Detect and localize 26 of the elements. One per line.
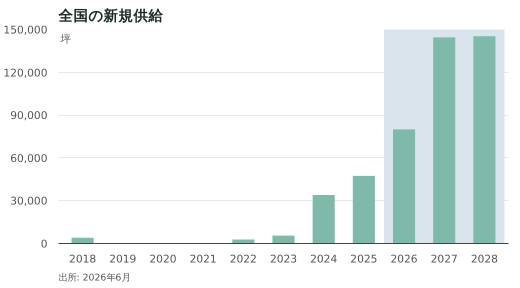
x-tick-label: 2019 bbox=[109, 252, 137, 266]
x-tick-label: 2023 bbox=[270, 252, 298, 266]
bar bbox=[392, 129, 416, 244]
chart-title: 全国の新規供給 bbox=[58, 6, 164, 24]
y-tick-label: 30,000 bbox=[10, 194, 48, 208]
y-axis-title: 坪 bbox=[60, 32, 72, 46]
x-tick-label: 2026 bbox=[390, 252, 418, 266]
bar bbox=[352, 176, 375, 244]
x-tick-label: 2024 bbox=[310, 252, 338, 266]
y-tick-label: 150,000 bbox=[3, 24, 48, 36]
y-tick-label: 0 bbox=[40, 238, 48, 250]
bar bbox=[433, 37, 456, 244]
y-tick-label: 120,000 bbox=[3, 66, 48, 80]
x-tick-label: 2018 bbox=[69, 252, 96, 266]
x-tick-label: 2021 bbox=[190, 252, 217, 266]
x-tick-label: 2020 bbox=[149, 252, 177, 266]
x-tick-label: 2022 bbox=[230, 252, 257, 266]
bar bbox=[473, 36, 496, 244]
text: 出所: 2026年6月 bbox=[58, 272, 130, 284]
y-tick-label: 60,000 bbox=[10, 152, 48, 165]
bar bbox=[312, 194, 335, 244]
x-tick-label: 2028 bbox=[470, 252, 498, 266]
y-tick-label: 90,000 bbox=[10, 109, 48, 122]
x-tick-label: 2027 bbox=[430, 252, 458, 266]
x-tick-label: 2025 bbox=[350, 252, 378, 266]
bar bbox=[272, 236, 295, 244]
